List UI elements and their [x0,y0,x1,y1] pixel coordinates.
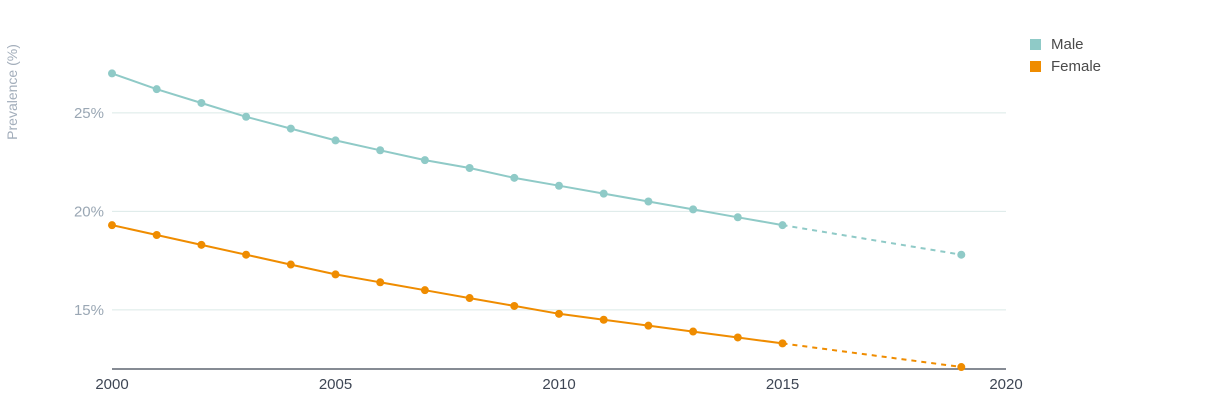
series-line-male [111,72,783,227]
data-point-female-2019 [957,363,966,372]
data-point-male-2001 [152,85,161,94]
x-tick-label-2000: 2000 [95,376,128,393]
data-point-male-2010 [555,181,563,190]
data-point-male-2011 [599,189,608,198]
data-point-male-2007 [420,156,429,165]
data-point-male-2004 [286,124,295,133]
data-point-female-2006 [376,278,385,287]
x-tick-label-2015: 2015 [766,376,799,393]
data-point-male-2015 [778,221,787,230]
legend-item-female[interactable]: Female [1030,55,1101,77]
data-point-female-2011 [599,315,608,324]
projection-line-male [782,224,962,256]
data-point-male-2000 [108,69,116,78]
projection-line-female [782,342,962,368]
data-point-female-2003 [242,250,251,259]
legend: Male Female [1030,33,1101,77]
x-tick-label-2020: 2020 [989,376,1022,393]
data-point-female-2008 [465,294,474,303]
x-tick-label-2005: 2005 [319,376,352,393]
data-point-female-2004 [286,260,295,269]
data-point-female-2010 [555,309,563,318]
data-point-female-2009 [510,301,519,310]
data-point-male-2019 [957,250,966,259]
data-point-male-2012 [644,197,653,206]
legend-swatch-male [1030,38,1041,50]
data-point-male-2005 [331,136,340,145]
y-tick-label-20: 20% [74,203,104,220]
y-tick-label-25: 25% [74,105,104,122]
data-point-male-2003 [242,112,251,121]
data-point-male-2002 [197,98,206,107]
data-point-female-2014 [733,333,742,342]
series-line-female [111,224,783,345]
data-point-female-2005 [331,270,340,279]
legend-item-male[interactable]: Male [1030,33,1101,55]
data-point-male-2014 [733,213,742,222]
data-point-female-2000 [108,221,116,230]
data-point-male-2008 [465,164,474,172]
x-tick-label-2010: 2010 [542,376,575,393]
data-point-female-2013 [689,327,698,336]
legend-label-male: Male [1051,35,1084,53]
data-point-male-2013 [689,205,698,214]
data-point-female-2012 [644,321,653,330]
data-point-female-2007 [420,286,429,295]
y-tick-label-15: 15% [74,302,104,319]
legend-label-female: Female [1051,57,1102,75]
data-point-female-2001 [152,231,161,239]
data-point-male-2006 [376,146,385,155]
data-point-male-2009 [510,173,519,182]
y-axis-title: Prevalence (%) [4,44,20,140]
data-point-female-2002 [197,240,206,249]
legend-swatch-female [1030,60,1041,72]
data-point-female-2015 [778,339,787,348]
